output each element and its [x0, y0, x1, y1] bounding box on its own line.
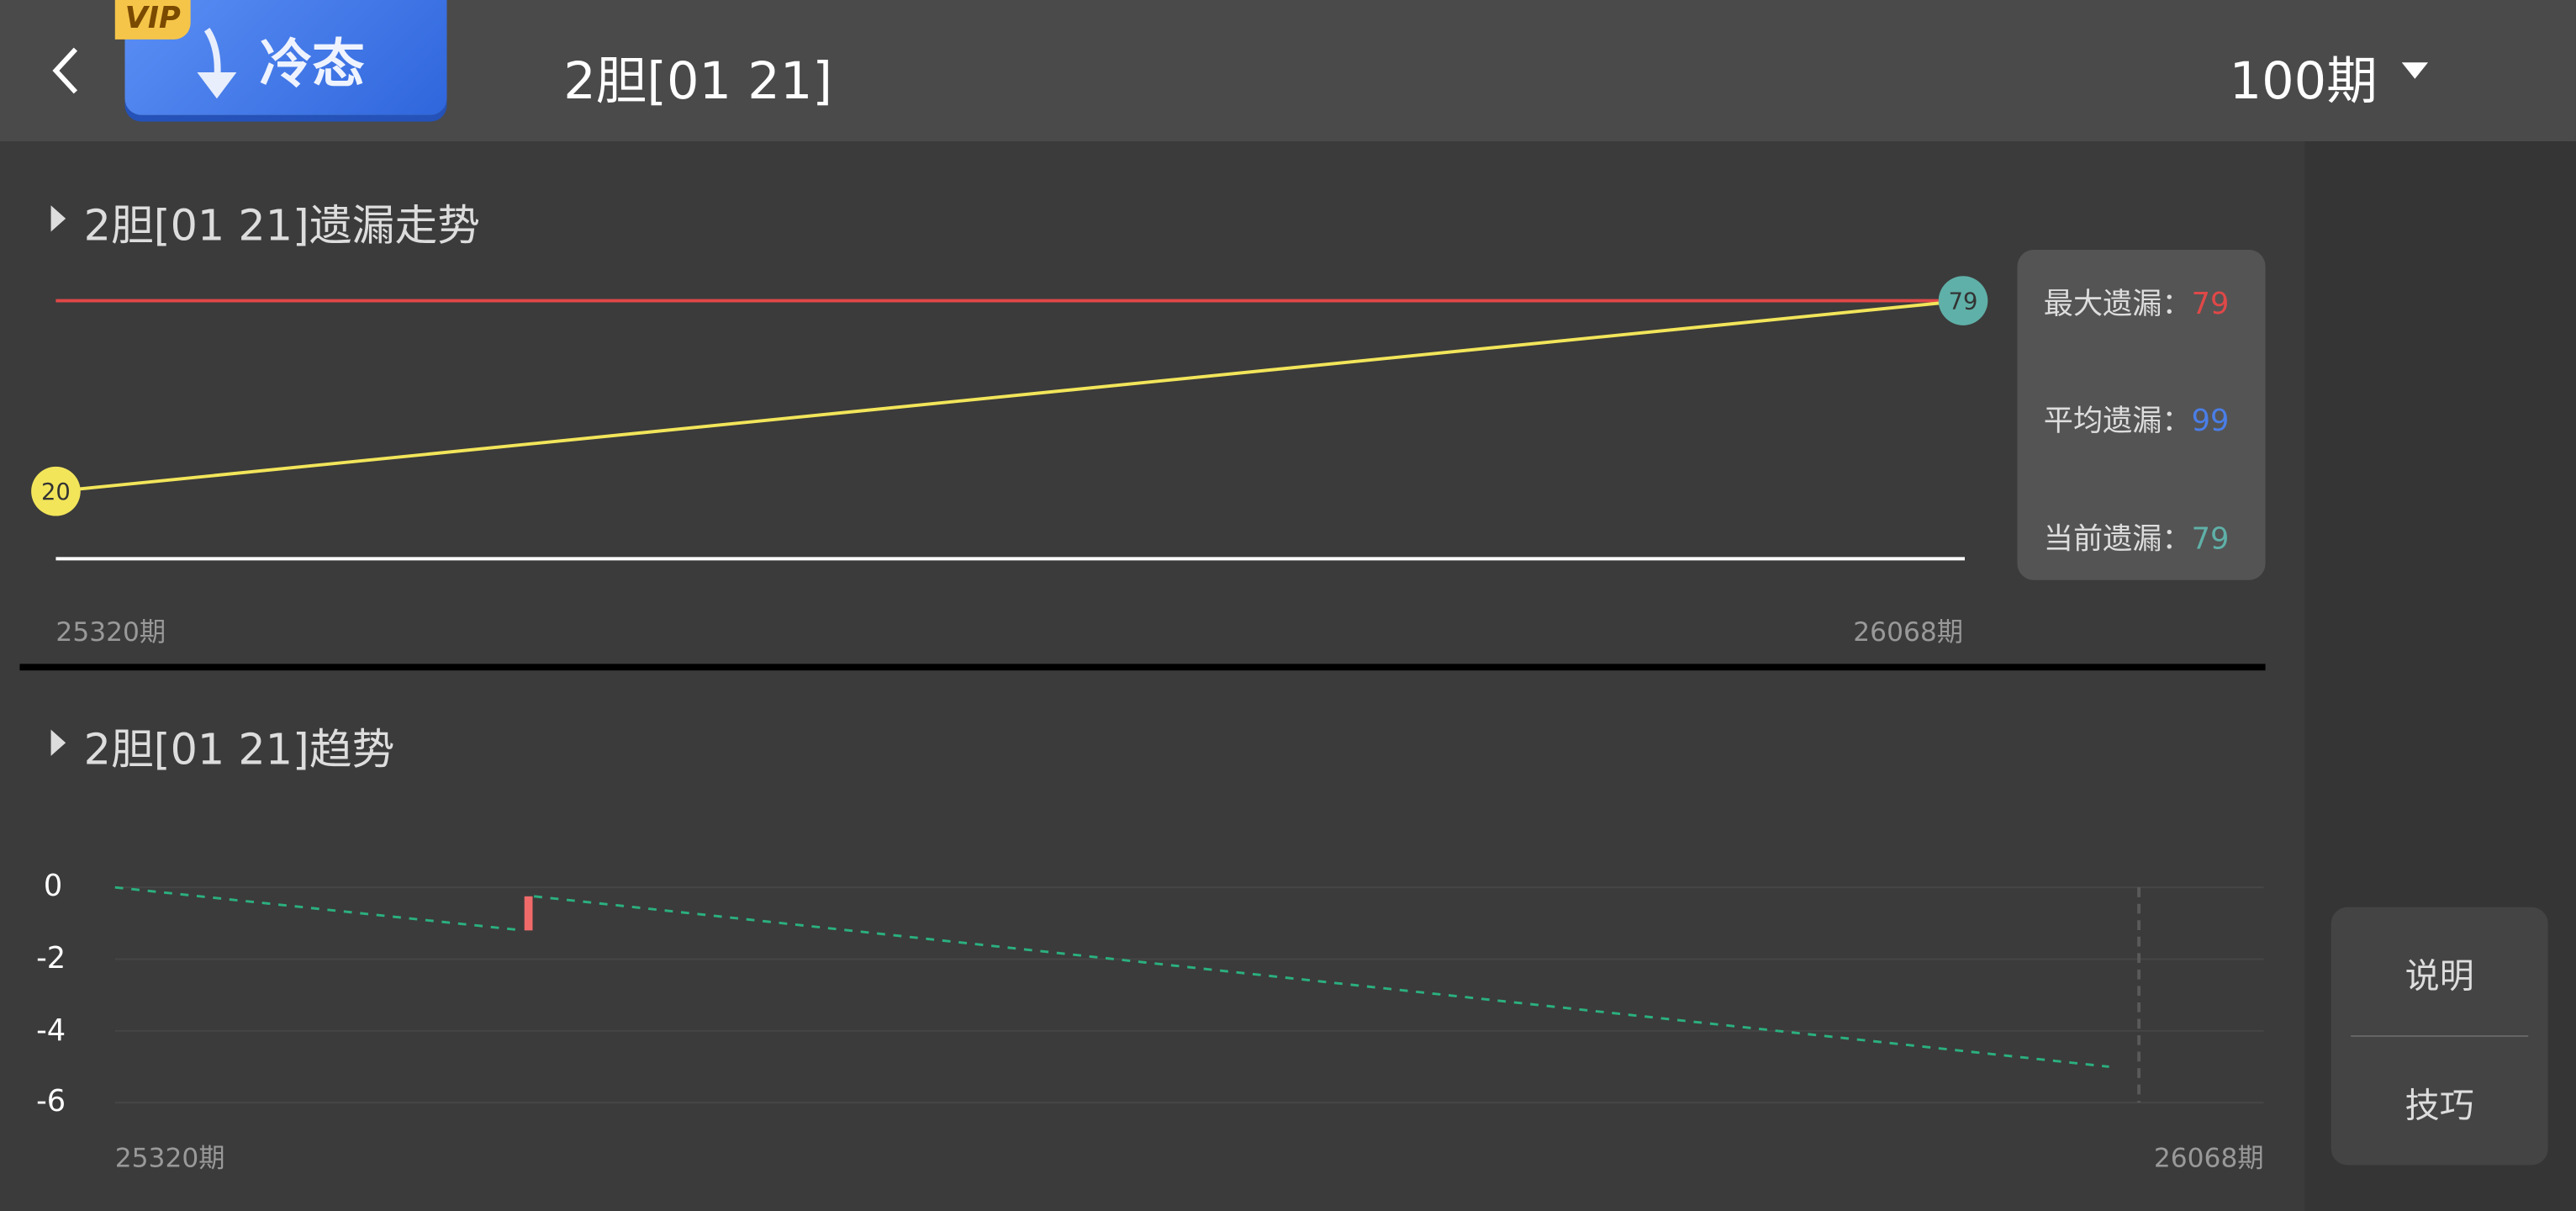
stat-label: 平均遗漏： [2043, 404, 2192, 439]
stat-value: 99 [2191, 404, 2230, 439]
x-label-end: 26068期 [1853, 616, 1964, 648]
arrow-down-icon [197, 28, 237, 99]
x-label-end: 26068期 [2153, 1142, 2264, 1174]
omission-stats-panel: 最大遗漏：79 平均遗漏：99 当前遗漏：79 [2017, 250, 2266, 580]
vip-badge: VIP [114, 0, 191, 40]
y-tick: -2 [36, 941, 66, 976]
y-tick: -4 [36, 1013, 66, 1049]
section-title-omission-trend: 2胆[01 21]遗漏走势 [83, 202, 481, 251]
omission-line [55, 299, 1964, 494]
stat-label: 当前遗漏： [2043, 522, 2192, 558]
stat-average: 平均遗漏：99 [2044, 398, 2230, 441]
y-tick: -6 [36, 1084, 66, 1119]
trend-chart [114, 886, 2264, 1104]
data-point-label: 79 [1949, 288, 1978, 315]
section-title-trend: 2胆[01 21]趋势 [83, 726, 395, 776]
data-point-label: 20 [41, 479, 71, 505]
chevron-left-icon[interactable] [43, 40, 92, 102]
page-title: 2胆[01 21] [563, 52, 833, 112]
triangle-right-icon [50, 205, 66, 232]
period-select[interactable]: 100期 [2229, 52, 2378, 112]
tips-button[interactable]: 技巧 [2404, 1086, 2474, 1126]
help-panel: 说明 技巧 [2331, 907, 2548, 1166]
x-label-start: 25320期 [55, 616, 166, 648]
triangle-right-icon [50, 729, 66, 756]
trend-segment [114, 886, 524, 932]
trend-segment [534, 895, 2109, 1068]
stat-value: 79 [2191, 287, 2230, 322]
stat-current: 当前遗漏：79 [2044, 516, 2230, 559]
hit-bar [524, 896, 533, 931]
stat-value: 79 [2191, 522, 2230, 558]
separator [2351, 1035, 2529, 1037]
caret-down-icon[interactable] [2401, 62, 2429, 79]
vip-button-label: 冷态 [259, 33, 365, 96]
stat-label: 最大遗漏： [2043, 287, 2192, 322]
section-divider [19, 664, 2266, 671]
explanation-button[interactable]: 说明 [2404, 956, 2474, 997]
y-tick: 0 [43, 869, 63, 904]
x-label-start: 25320期 [114, 1142, 225, 1174]
stat-max: 最大遗漏：79 [2044, 281, 2230, 324]
data-point [31, 466, 81, 516]
data-point [1938, 276, 1988, 325]
